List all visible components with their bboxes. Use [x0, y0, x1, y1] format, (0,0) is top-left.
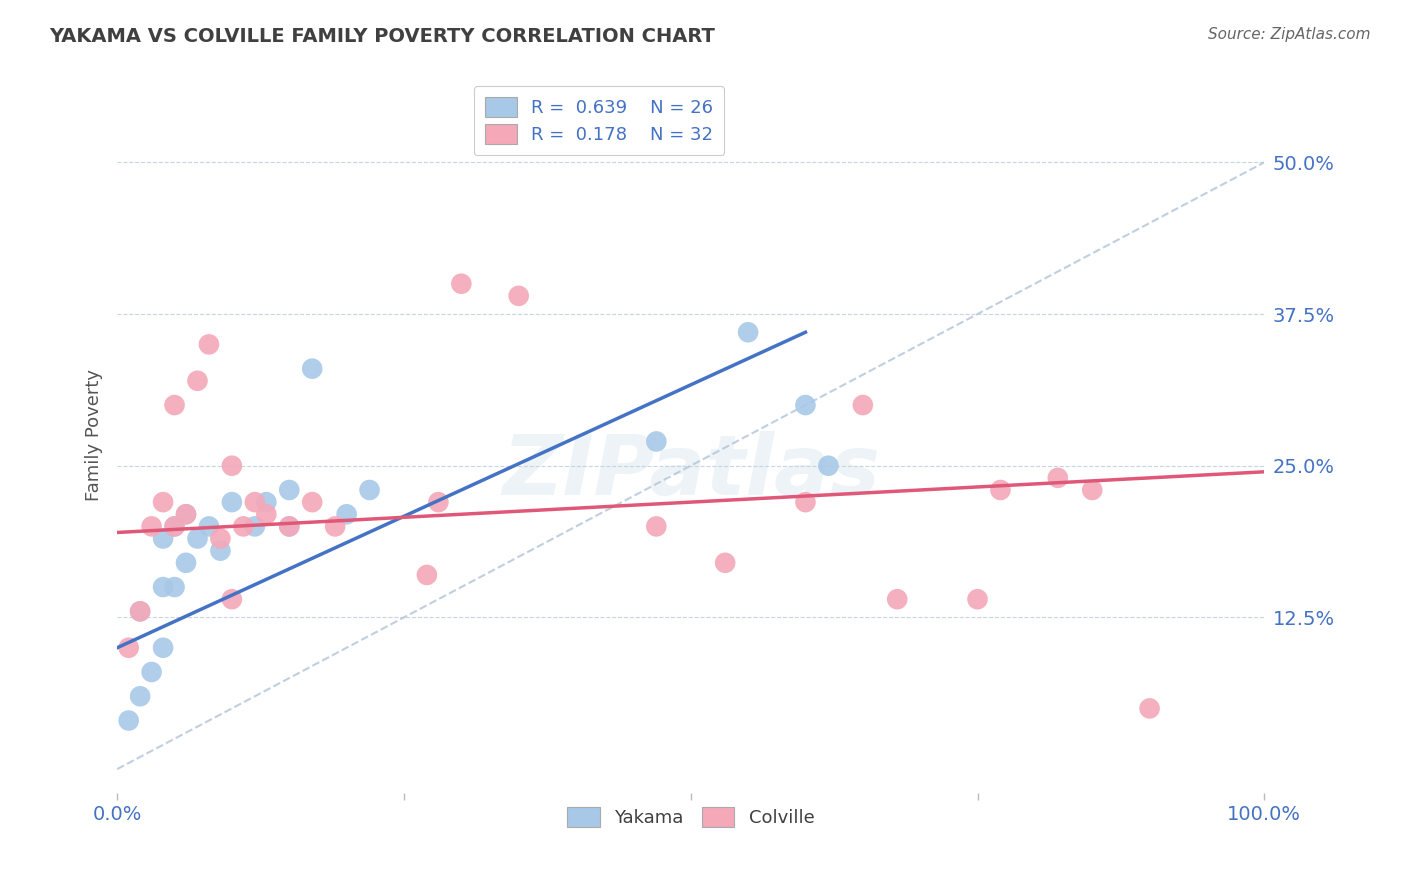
Point: [129, 690, 152, 704]
Point: [278, 519, 301, 533]
Point: [152, 580, 174, 594]
Point: [118, 640, 141, 655]
Point: [278, 519, 301, 533]
Point: [152, 495, 174, 509]
Point: [508, 289, 530, 303]
Point: [163, 398, 186, 412]
Point: [221, 495, 243, 509]
Point: [301, 495, 323, 509]
Point: [794, 398, 817, 412]
Point: [209, 543, 232, 558]
Text: ZIPatlas: ZIPatlas: [502, 431, 880, 512]
Point: [221, 458, 243, 473]
Point: [243, 495, 266, 509]
Point: [129, 604, 152, 618]
Point: [174, 508, 197, 522]
Y-axis label: Family Poverty: Family Poverty: [86, 369, 103, 501]
Point: [323, 519, 346, 533]
Point: [990, 483, 1012, 497]
Point: [645, 434, 668, 449]
Point: [163, 519, 186, 533]
Point: [174, 508, 197, 522]
Point: [186, 532, 208, 546]
Point: [278, 483, 301, 497]
Point: [198, 519, 221, 533]
Text: Source: ZipAtlas.com: Source: ZipAtlas.com: [1208, 27, 1371, 42]
Point: [737, 325, 759, 339]
Point: [152, 532, 174, 546]
Text: YAKAMA VS COLVILLE FAMILY POVERTY CORRELATION CHART: YAKAMA VS COLVILLE FAMILY POVERTY CORREL…: [49, 27, 716, 45]
Point: [254, 508, 277, 522]
Point: [645, 519, 668, 533]
Point: [174, 556, 197, 570]
Legend: Yakama, Colville: Yakama, Colville: [560, 800, 821, 834]
Point: [232, 519, 254, 533]
Point: [450, 277, 472, 291]
Point: [852, 398, 875, 412]
Point: [129, 604, 152, 618]
Point: [141, 519, 163, 533]
Point: [163, 580, 186, 594]
Point: [254, 495, 277, 509]
Point: [336, 508, 359, 522]
Point: [427, 495, 450, 509]
Point: [152, 640, 174, 655]
Point: [416, 568, 439, 582]
Point: [209, 532, 232, 546]
Point: [163, 519, 186, 533]
Point: [243, 519, 266, 533]
Point: [198, 337, 221, 351]
Point: [966, 592, 988, 607]
Point: [1139, 701, 1161, 715]
Point: [301, 361, 323, 376]
Point: [714, 556, 737, 570]
Point: [1046, 471, 1069, 485]
Point: [886, 592, 908, 607]
Point: [186, 374, 208, 388]
Point: [359, 483, 381, 497]
Point: [118, 714, 141, 728]
Point: [221, 592, 243, 607]
Point: [141, 665, 163, 679]
Point: [794, 495, 817, 509]
Point: [817, 458, 839, 473]
Point: [1081, 483, 1104, 497]
